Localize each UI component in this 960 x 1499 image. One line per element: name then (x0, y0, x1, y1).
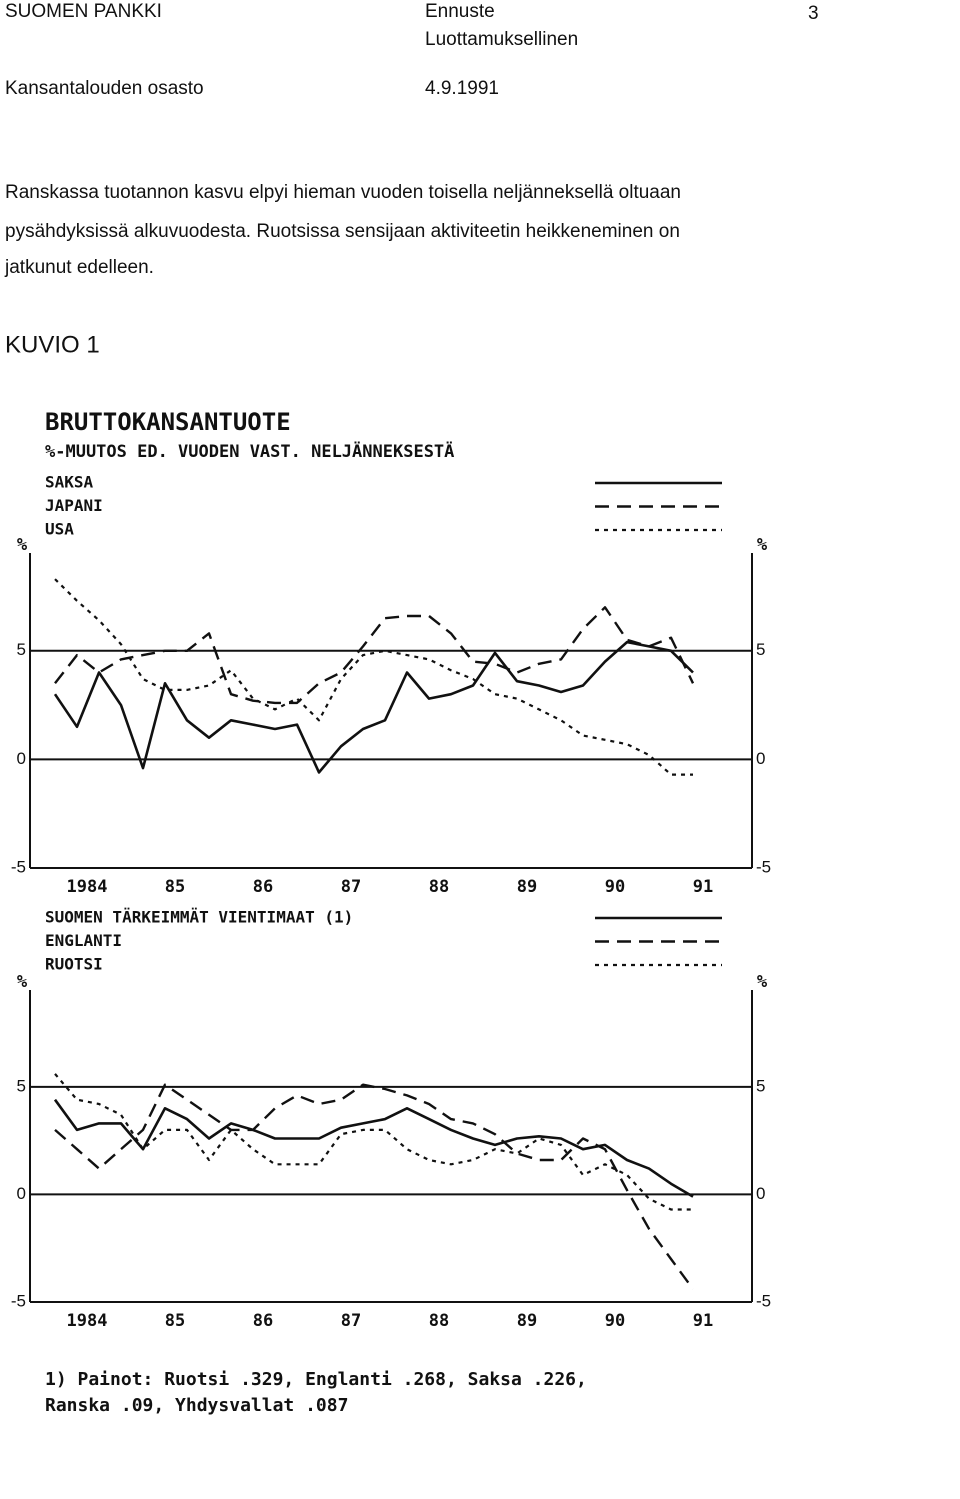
data-line (54, 578, 693, 776)
body-line: Ranskassa tuotannon kasvu elpyi hieman v… (5, 182, 681, 203)
data-line (54, 1073, 693, 1211)
legend-label: RUOTSI (45, 955, 103, 974)
x-tick-label: 89 (517, 1311, 537, 1331)
data-line (53, 1098, 694, 1198)
x-tick-label: 85 (165, 877, 185, 897)
data-line (54, 606, 695, 705)
x-tick-label: 90 (605, 877, 625, 897)
organization: SUOMEN PANKKI (5, 1, 162, 22)
y-tick-label: 5 (17, 1076, 26, 1095)
x-tick-label: 90 (605, 1311, 625, 1331)
legend-label: ENGLANTI (45, 931, 122, 950)
x-tick-label: 87 (341, 1311, 361, 1331)
y-tick-label: 0 (756, 1184, 765, 1203)
y-tick-label: 5 (756, 640, 765, 659)
x-tick-label: 87 (341, 877, 361, 897)
x-tick-label: 89 (517, 877, 537, 897)
y-tick-label: -5 (11, 857, 26, 876)
body-line: pysähdyksissä alkuvuodesta. Ruotsissa se… (5, 221, 680, 242)
y-axis-label: % (757, 535, 768, 555)
y-axis-label: % (17, 535, 28, 555)
legend-label: SAKSA (45, 473, 94, 492)
data-line (54, 1083, 694, 1290)
x-tick-label: 91 (693, 877, 713, 897)
x-tick-label: 88 (429, 877, 449, 897)
y-tick-label: -5 (11, 1291, 26, 1310)
y-tick-label: 0 (756, 749, 765, 768)
x-tick-label: 86 (253, 877, 273, 897)
y-tick-label: -5 (756, 857, 771, 876)
x-tick-label: 88 (429, 1311, 449, 1331)
y-axis-label: % (17, 972, 28, 992)
y-tick-label: 0 (17, 1184, 26, 1203)
x-tick-label: 1984 (67, 1311, 108, 1331)
date: 4.9.1991 (425, 78, 499, 99)
y-tick-label: 0 (17, 749, 26, 768)
y-tick-label: -5 (756, 1291, 771, 1310)
doc-type: Ennuste (425, 1, 495, 22)
data-line (53, 640, 694, 774)
x-tick-label: 1984 (67, 877, 108, 897)
footnote: Ranska .09, Yhdysvallat .087 (45, 1395, 348, 1416)
legend-label: USA (45, 520, 74, 539)
x-tick-label: 85 (165, 1311, 185, 1331)
department: Kansantalouden osasto (5, 78, 204, 99)
page-number: 3 (808, 3, 819, 24)
y-tick-label: 5 (17, 640, 26, 659)
legend-label: JAPANI (45, 496, 103, 515)
x-tick-label: 91 (693, 1311, 713, 1331)
footnote: 1) Painot: Ruotsi .329, Englanti .268, S… (45, 1369, 587, 1390)
y-axis-label: % (757, 972, 768, 992)
body-line: jatkunut edelleen. (4, 257, 154, 278)
figure-label: KUVIO 1 (5, 331, 100, 358)
legend-label: SUOMEN TÄRKEIMMÄT VIENTIMAAT (1) (45, 908, 353, 927)
x-tick-label: 86 (253, 1311, 273, 1331)
chart-subtitle: %-MUUTOS ED. VUODEN VAST. NELJÄNNEKSESTÄ (45, 440, 454, 462)
chart-title: BRUTTOKANSANTUOTE (45, 408, 291, 436)
classification: Luottamuksellinen (425, 29, 578, 50)
y-tick-label: 5 (756, 1076, 765, 1095)
